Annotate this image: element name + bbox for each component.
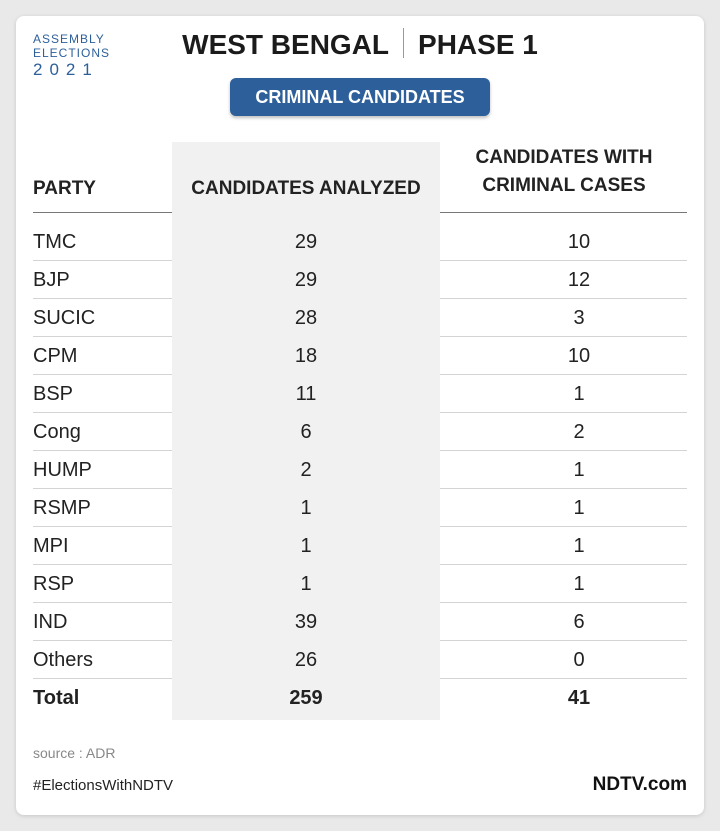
criminal-cell: 2 [573,421,585,443]
row-divider [440,488,687,489]
card: ASSEMBLY ELECTIONS 2021 WEST BENGAL PHASE… [16,16,704,815]
subtitle-button: CRIMINAL CANDIDATES [230,78,490,116]
analyzed-cell: 1 [300,573,312,595]
criminal-cell: 10 [567,231,591,253]
party-cell: Others [33,649,94,671]
analyzed-cell: 1 [300,497,312,519]
badge-line: ASSEMBLY [33,32,105,46]
criminal-cell: 1 [573,535,585,557]
row-divider [33,640,172,641]
row-divider [33,374,172,375]
criminal-cell: 1 [573,573,585,595]
row-divider [33,564,172,565]
title-state: WEST BENGAL [182,29,390,60]
row-divider [440,526,687,527]
analyzed-cell: 26 [294,649,318,671]
row-divider [33,602,172,603]
row-divider [440,260,687,261]
column-shade [172,142,440,720]
party-cell: MPI [33,535,69,557]
election-badge: ASSEMBLY ELECTIONS 2021 [33,32,110,80]
row-divider [33,526,172,527]
party-cell: IND [33,611,68,633]
party-cell: SUCIC [33,307,96,329]
analyzed-cell: 11 [295,383,317,405]
row-divider [33,488,172,489]
analyzed-cell: 29 [294,269,318,291]
analyzed-cell: 6 [300,421,312,443]
party-cell: RSMP [33,497,91,519]
criminal-cell: 6 [573,611,585,633]
title-phase: PHASE 1 [418,29,538,60]
row-divider [440,602,687,603]
analyzed-cell: 18 [294,345,318,367]
analyzed-cell: 2 [300,459,312,481]
analyzed-cell: 1 [300,535,312,557]
source-note: source : ADR [33,745,116,761]
criminal-cell: 10 [567,345,591,367]
brand-logo: NDTV.com [592,774,687,795]
column-header: CANDIDATES ANALYZED [191,178,421,199]
row-divider [33,336,172,337]
criminal-cell: 3 [573,307,585,329]
criminal-cell: 12 [567,269,591,291]
row-divider [440,374,687,375]
row-divider [440,298,687,299]
party-cell: HUMP [33,459,92,481]
row-divider [440,640,687,641]
total-criminal-cell: 41 [567,687,591,709]
criminal-cell: 1 [573,459,585,481]
badge-year: 2021 [33,60,99,79]
row-divider [33,678,172,679]
row-divider [440,564,687,565]
criminal-cell: 1 [573,497,585,519]
title: WEST BENGAL PHASE 1 [16,28,704,61]
party-cell: TMC [33,231,77,253]
row-divider [33,412,172,413]
column-header: PARTY [33,178,96,199]
row-divider [440,450,687,451]
party-cell: BSP [33,383,74,405]
party-cell: Cong [33,421,81,443]
party-cell: RSP [33,573,75,595]
analyzed-cell: 29 [294,231,318,253]
row-divider [33,298,172,299]
analyzed-cell: 39 [294,611,318,633]
row-divider [33,450,172,451]
row-divider [440,678,687,679]
column-header: CANDIDATES WITH CRIMINAL CASES [475,147,653,196]
total-party-cell: Total [33,687,80,709]
row-divider [440,412,687,413]
party-cell: CPM [33,345,78,367]
criminal-cell: 1 [573,383,585,405]
hashtag: #ElectionsWithNDTV [33,777,174,794]
criminal-cell: 0 [573,649,585,671]
title-separator [403,28,405,58]
row-divider [440,336,687,337]
badge-line: ELECTIONS [33,46,111,60]
row-divider [33,260,172,261]
total-analyzed-cell: 259 [289,687,323,709]
analyzed-cell: 28 [294,307,318,329]
header-rule [440,212,687,213]
header-rule [33,212,172,213]
party-cell: BJP [33,269,70,291]
